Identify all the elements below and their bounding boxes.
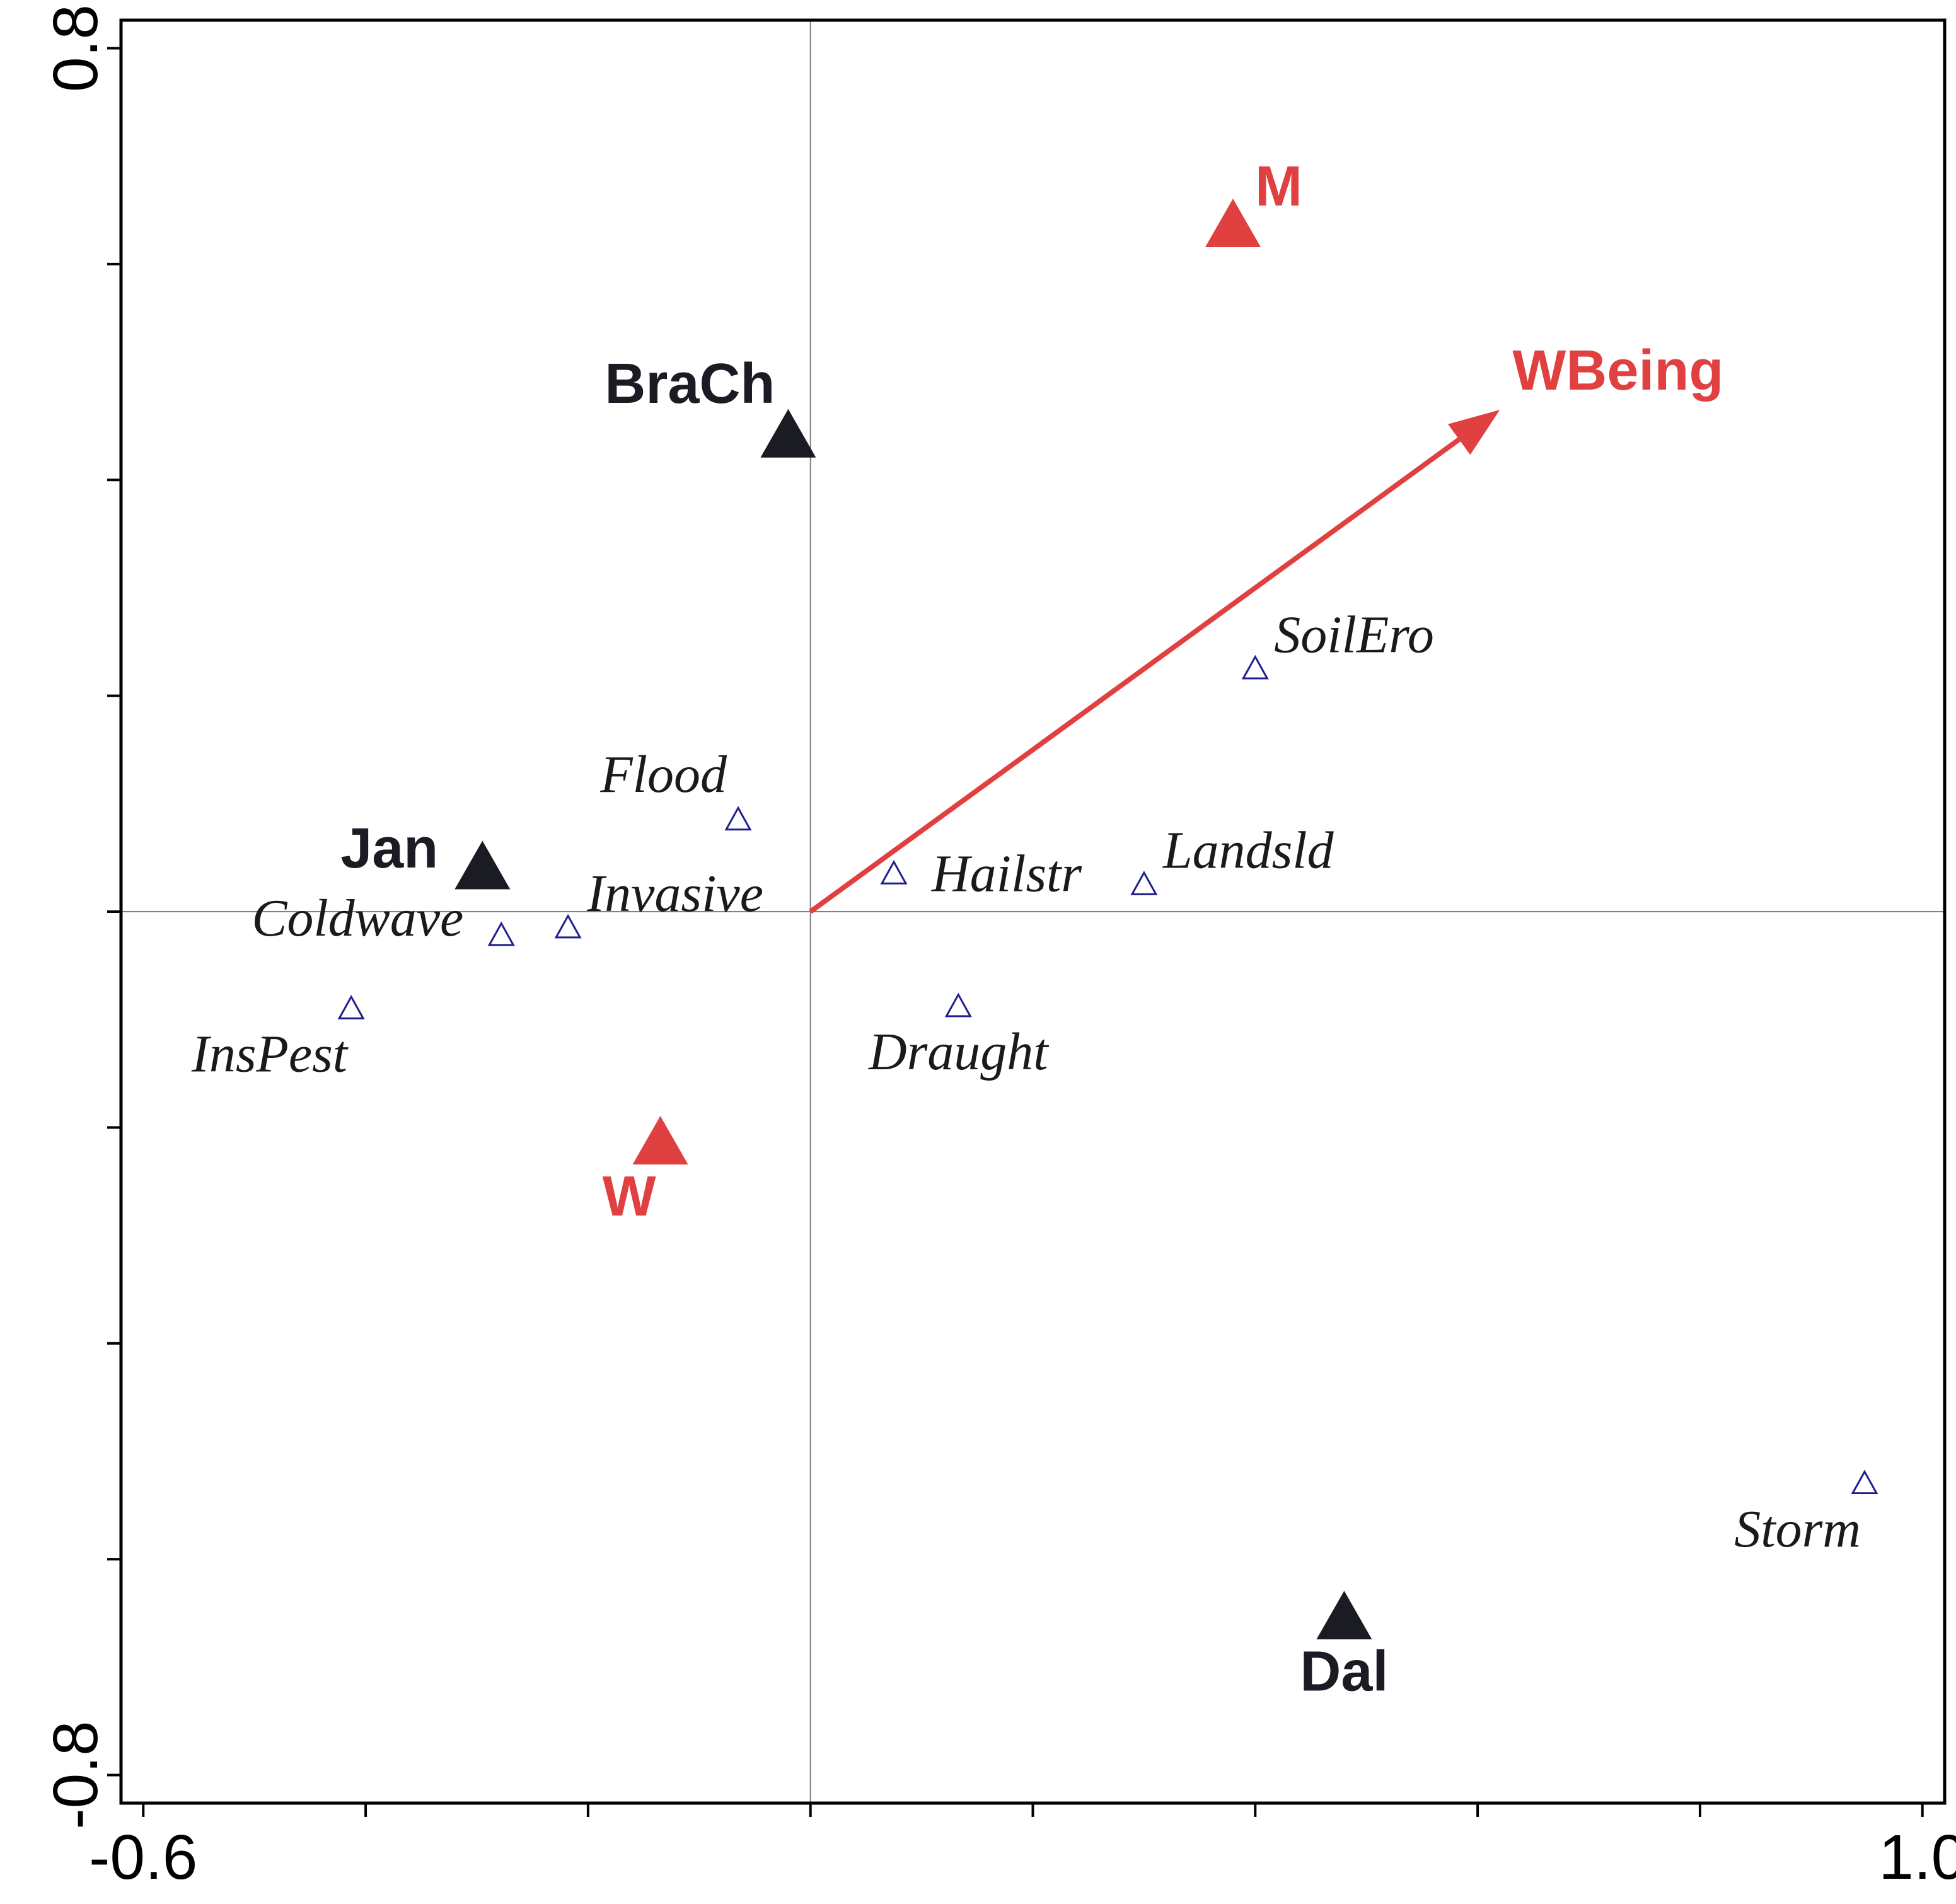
vector-label-wbeing: WBeing xyxy=(1512,339,1723,402)
species-marker-invasive xyxy=(554,914,582,939)
sample-marker-jan xyxy=(454,840,511,890)
species-marker-hailstr xyxy=(880,859,908,885)
sample-label-dal: Dal xyxy=(1300,1640,1388,1703)
species-label-landsld: Landsld xyxy=(1162,821,1334,880)
species-label-soilero: SoilEro xyxy=(1274,605,1434,664)
species-marker-coldwave xyxy=(487,921,515,946)
sample-marker-brach xyxy=(760,409,816,458)
y-tick-label: -0.8 xyxy=(40,1721,111,1829)
species-label-hailstr: Hailstr xyxy=(931,845,1082,903)
sample-marker-dal xyxy=(1316,1591,1372,1640)
species-marker-soilero xyxy=(1241,654,1269,680)
species-label-coldwave: Coldwave xyxy=(252,889,463,948)
species-label-invasive: Invasive xyxy=(586,864,763,923)
x-tick-label: 1.0 xyxy=(1878,1822,1956,1893)
y-tick-label: 0.8 xyxy=(40,4,111,92)
supplementary-marker-m xyxy=(1205,198,1261,247)
species-marker-inspest xyxy=(337,994,365,1019)
sample-label-jan: Jan xyxy=(340,817,438,880)
species-label-storm: Storm xyxy=(1734,1500,1861,1559)
species-marker-storm xyxy=(1851,1470,1878,1494)
supplementary-label-m: M xyxy=(1255,155,1302,218)
species-label-flood: Flood xyxy=(599,745,727,804)
sample-label-brach: BraCh xyxy=(605,352,775,415)
species-label-inspest: InsPest xyxy=(191,1025,349,1084)
supplementary-marker-w xyxy=(632,1116,688,1165)
vector-arrowhead-wbeing xyxy=(1448,409,1500,455)
species-marker-landsld xyxy=(1130,871,1158,895)
vector-wbeing xyxy=(809,437,1461,914)
supplementary-label-w: W xyxy=(603,1165,656,1228)
species-marker-flood xyxy=(724,806,752,831)
species-marker-draught xyxy=(944,992,972,1018)
x-tick-label: -0.6 xyxy=(89,1822,197,1893)
species-label-draught: Draught xyxy=(868,1023,1050,1081)
